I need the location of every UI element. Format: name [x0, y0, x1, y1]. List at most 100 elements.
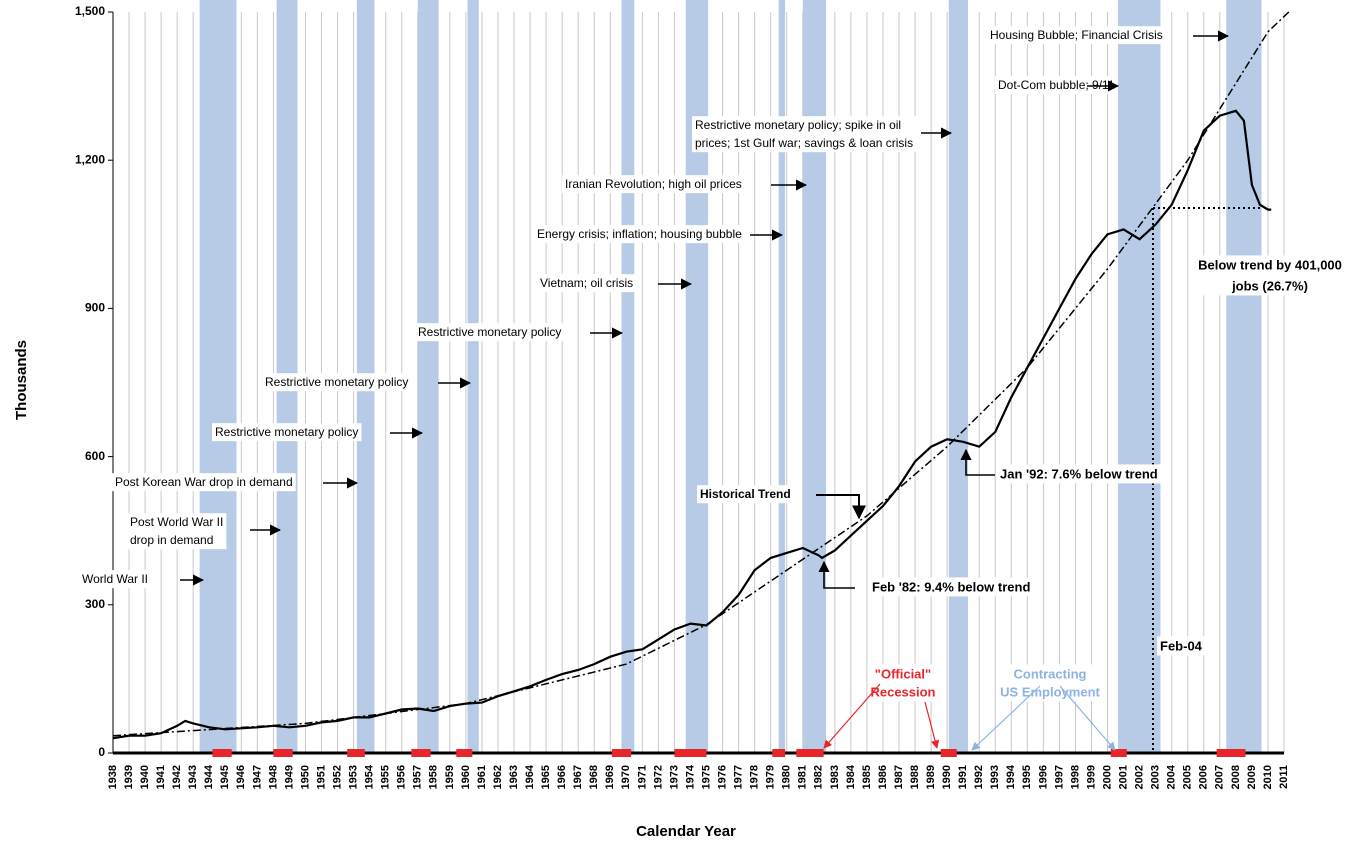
x-tick-label: 2011	[1278, 765, 1290, 789]
x-tick-label: 2001	[1117, 765, 1129, 789]
annotation-text: Feb-04	[1160, 638, 1203, 653]
x-tick-label: 1983	[829, 765, 841, 789]
annotation-text: Post World War II	[130, 515, 223, 529]
x-tick-label: 1952	[331, 765, 343, 789]
label-box	[415, 323, 565, 342]
recession-mark	[1216, 749, 1246, 757]
x-tick-label: 2002	[1134, 765, 1146, 789]
x-tick-label: 1982	[813, 765, 825, 789]
annotation: Restrictive monetary policy	[262, 373, 412, 392]
x-tick-label: 1947	[251, 765, 263, 789]
x-tick-label: 1965	[540, 765, 552, 789]
arrow	[1059, 685, 1116, 751]
annotation-text: Energy crisis; inflation; housing bubble	[537, 227, 742, 241]
contracting-band	[802, 0, 827, 753]
arrow	[823, 683, 881, 749]
x-axis-label: Calendar Year	[636, 823, 736, 840]
annotation-text: Below trend by 401,000	[1198, 257, 1342, 272]
x-tick-label: 1969	[604, 765, 616, 789]
contracting-band	[948, 0, 968, 753]
x-tick-label: 1958	[428, 765, 440, 789]
annotation: Dot-Com bubble; 9/11	[995, 76, 1118, 95]
recession-mark	[1110, 749, 1127, 757]
label-box	[562, 175, 745, 194]
x-tick-label: 1997	[1053, 765, 1065, 789]
annotation: Restrictive monetary policy	[415, 323, 565, 342]
annotation: Contracting US Employment	[997, 664, 1104, 702]
x-tick-label: 1978	[749, 765, 761, 789]
label-box	[1195, 255, 1345, 296]
y-tick-label: 600	[85, 449, 105, 463]
label-box	[79, 570, 152, 589]
x-tick-label: 1945	[219, 765, 231, 789]
x-tick-label: 1955	[380, 765, 392, 789]
trend-label: Historical Trend	[700, 487, 791, 501]
annotation: Iranian Revolution; high oil prices	[562, 175, 745, 194]
annotation: Energy crisis; inflation; housing bubble	[534, 225, 746, 244]
label-box	[537, 274, 637, 293]
annotation: Jan '92: 7.6% below trend	[997, 464, 1161, 484]
x-tick-label: 1962	[492, 765, 504, 789]
contracting-band	[621, 0, 635, 753]
y-axis-label: Thousands	[13, 340, 30, 420]
recession-mark	[772, 749, 786, 757]
y-tick-label: 1,200	[75, 152, 105, 166]
x-tick-label: 1984	[845, 764, 857, 789]
x-tick-label: 1970	[620, 765, 632, 789]
x-tick-label: 1996	[1037, 765, 1049, 789]
x-tick-label: 1961	[476, 765, 488, 789]
x-tick-label: 1950	[299, 765, 311, 789]
employment-line	[112, 109, 1272, 740]
recession-mark	[674, 749, 707, 757]
contracting-band	[199, 0, 237, 753]
annotation-text: Housing Bubble; Financial Crisis	[990, 28, 1163, 42]
x-tick-label: 1959	[444, 765, 456, 789]
annotation-text: Dot-Com bubble; 9/11	[998, 78, 1115, 92]
x-tick-label: 1974	[684, 764, 696, 789]
recession-mark	[411, 749, 431, 757]
annotation: "Official" Recession	[867, 664, 939, 702]
label-box	[987, 26, 1166, 45]
x-tick-label: 1939	[123, 765, 135, 789]
x-tick-label: 1987	[893, 765, 905, 789]
x-tick-label: 1972	[652, 765, 664, 789]
arrow	[816, 494, 866, 520]
x-tick-label: 1943	[187, 765, 199, 789]
label-box	[112, 473, 296, 492]
x-tick-label: 1951	[315, 765, 327, 789]
x-tick-label: 1968	[588, 765, 600, 789]
x-tick-label: 2008	[1230, 765, 1242, 789]
y-tick-label: 900	[85, 301, 105, 315]
annotation-text: Recession	[870, 684, 935, 699]
label-box	[212, 423, 362, 442]
recession-mark	[611, 749, 632, 757]
annotation-text: Vietnam; oil crisis	[540, 276, 633, 290]
x-tick-label: 1941	[155, 765, 167, 789]
annotation: World War II	[79, 570, 152, 589]
x-tick-label: 1948	[267, 765, 279, 789]
label-box	[997, 464, 1161, 484]
x-tick-label: 2000	[1101, 765, 1113, 789]
x-tick-label: 1986	[877, 765, 889, 789]
x-tick-label: 1985	[861, 765, 873, 789]
x-tick-label: 1971	[636, 765, 648, 789]
annotation-text: prices; 1st Gulf war; savings & loan cri…	[695, 136, 913, 150]
recession-mark	[796, 749, 824, 757]
arrow	[971, 685, 1041, 751]
x-tick-label: 2005	[1182, 765, 1194, 789]
x-tick-label: 1960	[460, 765, 472, 789]
x-tick-label: 1954	[364, 764, 376, 789]
annotation-text: drop in demand	[130, 533, 213, 547]
x-tick-label: 2004	[1166, 764, 1178, 789]
x-tick-label: 1992	[973, 765, 985, 789]
label-box	[1157, 636, 1206, 656]
annotation: Below trend by 401,000 jobs (26.7%)	[1195, 255, 1345, 296]
annotation-text: World War II	[82, 572, 148, 586]
x-tick-label: 1975	[700, 765, 712, 789]
x-tick-label: 1981	[797, 765, 809, 789]
x-tick-label: 1980	[781, 765, 793, 789]
x-tick-label: 2007	[1214, 765, 1226, 789]
x-tick-label: 1973	[668, 765, 680, 789]
x-tick-label: 1966	[556, 765, 568, 789]
